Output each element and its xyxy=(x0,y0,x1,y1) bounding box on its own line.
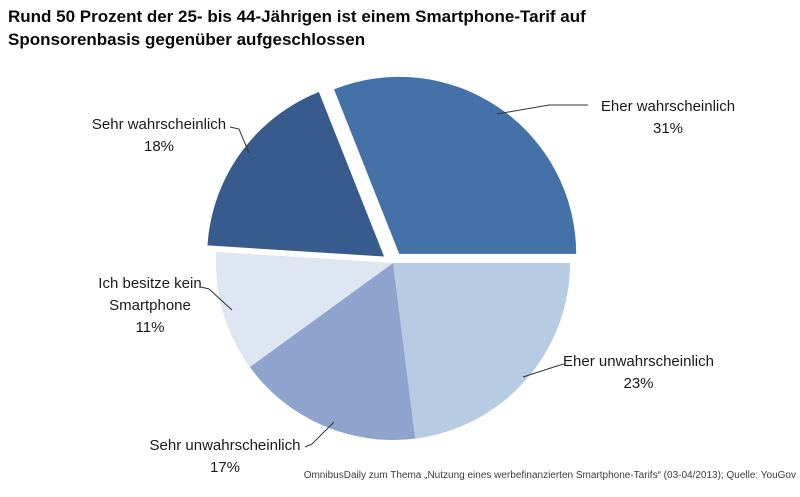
slice-label-text: Sehr unwahrscheinlich xyxy=(149,437,301,454)
slice-label-text: Eher wahrscheinlich xyxy=(600,98,736,115)
leader-line-3 xyxy=(200,286,233,311)
slice-label-ich-besitze-kein-smartphone: Ich besitze kein Smartphone 11% xyxy=(85,273,215,339)
slice-label-eher-unwahrscheinlich: Eher unwahrscheinlich 23% xyxy=(556,351,721,395)
chart-title-line-2: Sponsorenbasis gegenüber aufgeschlossen xyxy=(8,30,366,49)
pie-slice-3 xyxy=(215,251,393,367)
slice-percent: 18% xyxy=(143,138,175,155)
slice-label-sehr-wahrscheinlich: Sehr wahrscheinlich 18% xyxy=(79,114,239,158)
slice-label-eher-wahrscheinlich: Eher wahrscheinlich 31% xyxy=(588,96,748,140)
slice-label-text: Sehr wahrscheinlich xyxy=(91,116,227,133)
chart-title-line-1: Rund 50 Prozent der 25- bis 44-Jährigen … xyxy=(8,7,586,26)
leader-line-4 xyxy=(229,126,250,154)
slice-percent: 17% xyxy=(209,459,241,476)
pie-slice-1 xyxy=(393,263,570,439)
source-note: OmnibusDaily zum Thema „Nutzung eines we… xyxy=(303,470,796,481)
slice-percent: 23% xyxy=(623,375,654,392)
leader-line-1 xyxy=(522,363,565,378)
leader-line-2 xyxy=(304,421,335,448)
leader-line-0 xyxy=(496,104,588,115)
slice-label-text: Eher unwahrscheinlich xyxy=(563,353,714,370)
slice-percent: 11% xyxy=(135,319,165,336)
slice-label-text: Ich besitze kein Smartphone xyxy=(98,275,202,314)
pie-slice-2 xyxy=(249,263,416,440)
pie-slice-4 xyxy=(207,92,385,257)
chart-title: Rund 50 Prozent der 25- bis 44-Jährigen … xyxy=(8,5,586,51)
slice-label-sehr-unwahrscheinlich: Sehr unwahrscheinlich 17% xyxy=(145,435,305,479)
pie-slice-0 xyxy=(334,76,577,254)
slice-percent: 31% xyxy=(652,120,684,137)
